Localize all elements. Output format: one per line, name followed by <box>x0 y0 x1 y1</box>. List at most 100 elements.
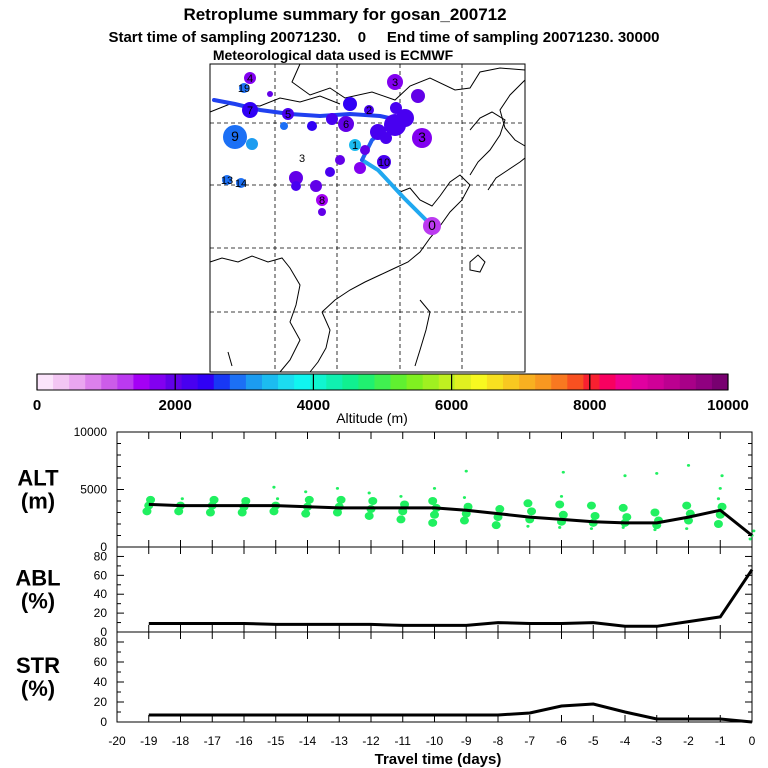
cluster-marker <box>282 108 294 120</box>
colorbar-swatch <box>519 374 536 390</box>
cluster-label: 8 <box>319 195 325 207</box>
plume-bubble <box>326 113 338 125</box>
colorbar-swatch <box>374 374 391 390</box>
panel-ylabel: ABL <box>15 566 60 591</box>
y-tick-label: 40 <box>94 675 108 689</box>
x-tick-label: -2 <box>683 734 694 748</box>
coast-korea <box>469 111 506 176</box>
plume-bubble <box>335 155 345 165</box>
series-line <box>148 502 753 537</box>
panel-ylabel: (%) <box>21 676 55 701</box>
cluster-marker <box>236 178 246 188</box>
coast-vietnam <box>309 311 331 373</box>
alt-scatter-point <box>336 495 346 504</box>
cluster-label: 3 <box>299 153 305 165</box>
alt-scatter-point <box>622 513 632 522</box>
x-axis-label: Travel time (days) <box>375 751 502 768</box>
alt-scatter-point <box>590 511 600 520</box>
alt-scatter-point <box>623 474 627 478</box>
alt-scatter-point <box>399 495 403 498</box>
coast-indochina <box>209 255 301 373</box>
x-tick-label: -17 <box>204 734 222 748</box>
colorbar-swatch <box>599 374 616 390</box>
colorbar-label: Altitude (m) <box>336 410 408 426</box>
colorbar-swatch <box>294 374 311 390</box>
cluster-markers: 0 1 2 3 3 3 4 5 6 7 8 9 10 13 14 19 <box>221 72 441 235</box>
colorbar-swatch <box>470 374 488 390</box>
colorbar-tick-label: 10000 <box>707 397 749 414</box>
coast-fragment <box>227 351 233 367</box>
panel-ylabel: STR <box>16 653 60 678</box>
cluster-marker <box>423 217 441 235</box>
alt-scatter-point <box>561 470 565 474</box>
colorbar-tick-label: 6000 <box>435 397 468 414</box>
cluster-label: 5 <box>285 109 291 121</box>
alt-scatter-point <box>682 501 692 510</box>
plume-bubble <box>291 181 301 191</box>
colorbar-swatch <box>326 374 343 390</box>
alt-scatter-point <box>364 511 374 520</box>
alt-scatter-point <box>718 486 722 490</box>
trajectory-segment-old <box>212 98 400 122</box>
plume-bubble <box>310 180 322 192</box>
cluster-marker <box>239 83 249 93</box>
colorbar-swatch <box>631 374 649 390</box>
panel-ylabel: (m) <box>21 489 55 514</box>
alt-scatter-point <box>205 508 215 517</box>
x-tick-label: -13 <box>331 734 349 748</box>
x-tick-label: -5 <box>588 734 599 748</box>
colorbar-swatch <box>551 374 568 390</box>
x-tick-label: 0 <box>749 734 756 748</box>
alt-scatter-point <box>209 495 219 504</box>
plume-bubble <box>318 208 326 216</box>
alt-scatter-point <box>650 508 660 517</box>
x-tick-label: -11 <box>395 734 412 748</box>
cluster-label: 0 <box>428 217 436 233</box>
colorbar-swatch <box>679 374 697 390</box>
cluster-marker <box>412 128 432 148</box>
colorbar-swatch <box>503 374 520 390</box>
cluster-label: 7 <box>247 105 253 117</box>
x-tick-label: -18 <box>172 734 190 748</box>
alt-scatter-point <box>558 510 568 519</box>
cluster-marker <box>387 74 403 90</box>
alt-scatter-point <box>559 495 564 498</box>
plume-bubble <box>390 102 402 114</box>
colorbar-swatch <box>583 374 600 390</box>
plume-bubble <box>289 171 303 185</box>
coast-taiwan <box>469 254 486 273</box>
cluster-marker <box>244 72 256 84</box>
alt-scatter-point <box>720 474 724 478</box>
series-line <box>148 702 753 724</box>
cluster-marker <box>364 105 374 115</box>
cluster-marker <box>338 116 354 132</box>
alt-scatter-point <box>527 507 537 516</box>
plume-bubble <box>267 91 273 97</box>
y-tick-label: 0 <box>100 625 107 639</box>
plume-bubble <box>360 145 370 155</box>
plume-bubble <box>246 138 258 150</box>
cluster-label: 6 <box>343 119 349 131</box>
trajectory-segment-recent <box>360 158 434 228</box>
x-tick-label: -7 <box>524 734 535 748</box>
cluster-label: 9 <box>231 128 239 144</box>
colorbar-swatch <box>213 374 231 390</box>
colorbar-swatch <box>261 374 279 390</box>
panel-ylabel: ALT <box>17 466 59 491</box>
alt-scatter-point <box>367 491 371 495</box>
altitude-colorbar: 0 2000 4000 6000 8000 10000 Altitude (m) <box>33 373 749 426</box>
colorbar-tick-label: 8000 <box>573 397 606 414</box>
cluster-label: 2 <box>366 105 372 117</box>
alt-scatter-point <box>589 527 594 530</box>
alt-scatter-point <box>368 497 378 505</box>
plume-bubble <box>307 121 317 131</box>
alt-scatter-point <box>495 505 505 514</box>
alt-scatter-point <box>523 499 533 508</box>
border-north <box>291 63 526 101</box>
alt-scatter-point <box>558 526 562 529</box>
x-tick-label: -8 <box>493 734 504 748</box>
title-line-3: Meteorological data used is ECMWF <box>213 47 454 63</box>
alt-panel: 0 5000 10000 ALT(m) <box>17 425 756 554</box>
alt-scatter-point <box>526 524 530 528</box>
alt-scatter-point <box>621 526 625 529</box>
